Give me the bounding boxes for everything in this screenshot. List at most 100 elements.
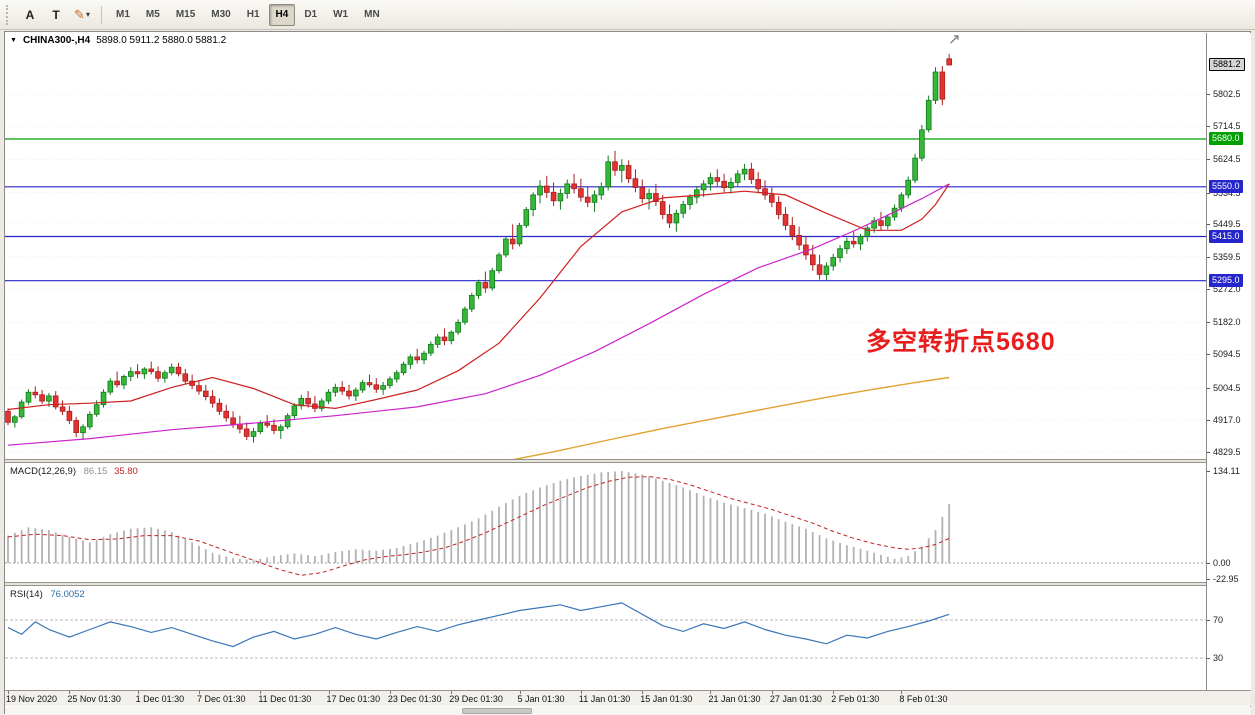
level-price-badge-5295.0: 5295.0 bbox=[1209, 273, 1243, 287]
price-tick-label: 4829.5 bbox=[1213, 446, 1241, 457]
timeframe-button-mn[interactable]: MN bbox=[364, 9, 380, 20]
macd-axis-label: -22.95 bbox=[1213, 573, 1239, 584]
macd-name: MACD(12,26,9) bbox=[10, 466, 76, 477]
price-tick-label: 5004.5 bbox=[1213, 382, 1241, 393]
macd-signal-line bbox=[7, 476, 950, 576]
price-tick-label: 5094.5 bbox=[1213, 349, 1241, 360]
time-tick-mark bbox=[328, 691, 330, 694]
time-label: 15 Jan 01:30 bbox=[640, 694, 693, 704]
chevron-down-icon: ▾ bbox=[85, 10, 90, 19]
timeframe-button-m15[interactable]: M15 bbox=[175, 9, 196, 20]
time-tick-mark bbox=[389, 691, 391, 694]
rsi-name: RSI(14) bbox=[10, 589, 43, 600]
price-tick-mark bbox=[1207, 256, 1210, 258]
rsi-tick-mark bbox=[1207, 658, 1210, 659]
rsi-line bbox=[7, 602, 950, 648]
time-tick-mark bbox=[833, 691, 835, 694]
quote-bar[interactable]: ▼ CHINA300-,H4 5898.0 5911.2 5880.0 5881… bbox=[10, 35, 226, 46]
text-annotation[interactable]: 多空转折点5680 bbox=[866, 328, 1056, 356]
time-label: 25 Nov 01:30 bbox=[67, 694, 121, 704]
time-label: 21 Jan 01:30 bbox=[708, 694, 761, 704]
toolbar: A T ✎ ▾ M1 M5 M15 M30 H1 H4 D1 W1 MN bbox=[0, 0, 1255, 30]
price-tick-label: 5624.5 bbox=[1213, 154, 1241, 165]
macd-indicator-chart[interactable] bbox=[5, 463, 1207, 582]
chart-window bbox=[4, 31, 1251, 714]
time-tick-mark bbox=[580, 691, 582, 694]
panel-separator-macd-rsi[interactable] bbox=[5, 582, 1251, 586]
price-tick-mark bbox=[1207, 387, 1210, 389]
macd-axis-label: 134.11 bbox=[1213, 466, 1240, 476]
price-tick-label: 5802.5 bbox=[1213, 88, 1241, 99]
time-label: 17 Dec 01:30 bbox=[326, 694, 381, 704]
timeframe-button-m5[interactable]: M5 bbox=[145, 9, 160, 20]
ma-line-fast-red bbox=[7, 183, 950, 411]
time-tick-mark bbox=[451, 691, 453, 694]
candles-layer bbox=[5, 53, 952, 443]
level-price-badge-5550.0: 5550.0 bbox=[1209, 179, 1243, 193]
time-tick-mark bbox=[519, 691, 521, 694]
symbol-timeframe-label: CHINA300-,H4 bbox=[22, 35, 91, 46]
pencil-icon: ✎ bbox=[74, 6, 85, 22]
price-tick-mark bbox=[1207, 419, 1210, 421]
rsi-value: 76.0052 bbox=[50, 589, 85, 600]
macd-main-value: 86.15 bbox=[83, 466, 108, 477]
time-label: 8 Feb 01:30 bbox=[899, 694, 948, 704]
panel-separator-main-macd[interactable] bbox=[5, 459, 1251, 463]
time-tick-mark bbox=[137, 691, 139, 694]
price-gridlines bbox=[5, 93, 1207, 453]
time-axis[interactable]: 19 Nov 2020 25 Nov 01:30 1 Dec 01:30 7 Dec … bbox=[5, 690, 1251, 706]
timeframe-button-d1[interactable]: D1 bbox=[304, 9, 318, 20]
macd-label: MACD(12,26,9) 86.15 35.80 bbox=[10, 466, 138, 477]
price-tick-mark bbox=[1207, 289, 1210, 291]
macd-signal-value: 35.80 bbox=[114, 466, 138, 477]
time-label: 1 Dec 01:30 bbox=[135, 694, 185, 704]
main-price-chart[interactable] bbox=[5, 33, 1207, 461]
time-label: 11 Jan 01:30 bbox=[578, 694, 631, 704]
drawing-tools-button[interactable]: ✎ ▾ bbox=[70, 3, 94, 27]
macd-tick-mark bbox=[1207, 578, 1210, 580]
time-label: 27 Jan 01:30 bbox=[769, 694, 822, 704]
timeframe-button-m30[interactable]: M30 bbox=[211, 9, 231, 20]
toolbar-button-t[interactable]: T bbox=[52, 7, 60, 22]
time-tick-mark bbox=[69, 691, 71, 694]
price-tick-label: 4917.0 bbox=[1213, 414, 1241, 425]
time-tick-mark bbox=[198, 691, 200, 694]
timeframe-button-m1[interactable]: M1 bbox=[116, 9, 130, 20]
time-tick-mark bbox=[260, 691, 262, 694]
toolbar-button-a[interactable]: A bbox=[25, 7, 35, 22]
time-label: 5 Jan 01:30 bbox=[517, 694, 565, 704]
time-tick-mark bbox=[642, 691, 644, 694]
time-label: 23 Dec 01:30 bbox=[387, 694, 442, 704]
scrollbar-thumb[interactable] bbox=[462, 708, 532, 714]
price-tick-label: 5182.0 bbox=[1213, 317, 1241, 328]
symbol-dropdown-icon[interactable]: ▼ bbox=[10, 37, 17, 44]
price-tick-mark bbox=[1207, 93, 1210, 95]
price-tick-mark bbox=[1207, 126, 1210, 128]
price-tick-mark bbox=[1207, 322, 1210, 324]
price-axis[interactable]: 5802.55714.55624.55534.55449.55359.55272… bbox=[1206, 33, 1251, 690]
macd-tick-mark bbox=[1207, 563, 1210, 564]
price-tick-label: 5714.5 bbox=[1213, 121, 1241, 132]
toolbar-grip[interactable] bbox=[6, 4, 13, 25]
rsi-axis-label: 30 bbox=[1213, 653, 1224, 663]
price-tick-mark bbox=[1207, 451, 1210, 453]
level-price-badge-5680.0: 5680.0 bbox=[1209, 131, 1243, 145]
level-price-badge-5415.0: 5415.0 bbox=[1209, 229, 1243, 243]
ohlc-values: 5898.0 5911.2 5880.0 5881.2 bbox=[96, 35, 227, 46]
macd-tick-mark bbox=[1207, 471, 1210, 472]
macd-histogram bbox=[7, 471, 951, 563]
ma-line-slow-magenta bbox=[7, 183, 950, 446]
rsi-tick-mark bbox=[1207, 620, 1210, 621]
price-tick-mark bbox=[1207, 159, 1210, 161]
timeframe-button-h1[interactable]: H1 bbox=[246, 9, 260, 20]
timeframe-button-h4[interactable]: H4 bbox=[268, 3, 296, 26]
rsi-indicator-chart[interactable] bbox=[5, 586, 1207, 689]
time-tick-mark bbox=[710, 691, 712, 694]
price-tick-label: 5359.5 bbox=[1213, 251, 1241, 262]
horizontal-scrollbar[interactable] bbox=[5, 707, 1251, 715]
time-label: 29 Dec 01:30 bbox=[449, 694, 503, 704]
timeframe-button-w1[interactable]: W1 bbox=[333, 9, 349, 20]
price-tick-label: 5449.5 bbox=[1213, 218, 1241, 229]
chart-shift-arrow-icon: ↗ bbox=[948, 31, 961, 48]
toolbar-separator bbox=[101, 5, 102, 24]
